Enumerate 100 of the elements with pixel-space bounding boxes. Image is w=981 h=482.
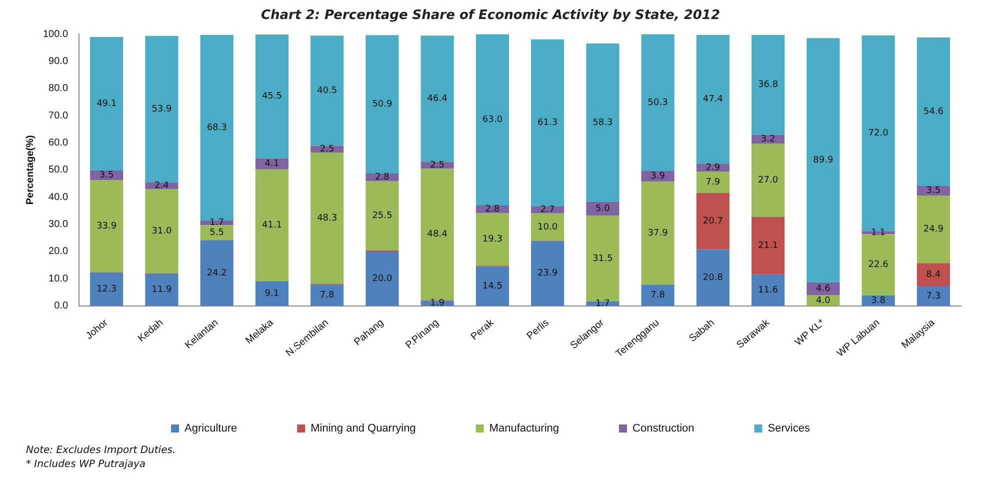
data-label: 19.3 (482, 234, 502, 245)
bar (310, 152, 344, 284)
data-label: 45.5 (262, 92, 282, 102)
data-label: 2.4 (154, 181, 170, 192)
legend-label: Construction (632, 422, 694, 435)
text: Note: Excludes Import Duties. (26, 444, 176, 458)
bar (752, 34, 785, 135)
bar (255, 158, 288, 170)
text: * Includes WP Putrajaya (26, 458, 147, 472)
data-label: 20.0 (372, 274, 392, 284)
data-label: 8.4 (926, 270, 941, 280)
data-label: 3.9 (650, 172, 666, 182)
data-label: 10.0 (538, 222, 558, 232)
bar (90, 180, 124, 272)
data-label: 49.1 (96, 99, 117, 110)
bar (641, 34, 674, 172)
data-label: 46.4 (427, 94, 448, 104)
legend-label: Mining and Quarrying (310, 422, 416, 435)
data-label: 14.5 (482, 281, 502, 292)
bar (531, 240, 564, 306)
data-label: 31.5 (592, 254, 613, 264)
data-label: 63.0 (482, 115, 503, 126)
data-label: 27.0 (758, 176, 778, 186)
data-label: 1.9 (430, 298, 445, 309)
y-axis-title: Percentage(%) (24, 135, 36, 205)
y-tick-label: 50.0 (48, 164, 68, 176)
y-tick-label: 10.0 (48, 273, 68, 284)
y-tick-label: 80.0 (48, 83, 68, 94)
bar (476, 213, 509, 266)
data-label: 24.9 (923, 224, 944, 235)
legend-label: Manufacturing (489, 422, 560, 435)
data-label: 1.7 (596, 298, 610, 309)
data-label: 61.3 (538, 118, 558, 128)
bar (696, 193, 730, 250)
bar (531, 39, 564, 206)
data-label: 2.9 (706, 162, 720, 173)
bar (200, 225, 234, 240)
bar (862, 234, 895, 296)
data-label: 2.5 (320, 144, 334, 154)
data-label: 5.0 (596, 204, 610, 214)
data-label: 5.5 (210, 228, 224, 238)
bar (916, 195, 950, 264)
data-label: 33.9 (96, 221, 117, 232)
data-label: 2.8 (485, 204, 500, 215)
bar (145, 274, 178, 306)
bar (586, 216, 620, 302)
bar (696, 249, 730, 306)
data-label: 48.3 (317, 214, 338, 224)
data-label: 20.7 (702, 216, 723, 227)
legend-label: Services (768, 422, 810, 435)
data-label: 4.6 (816, 284, 831, 294)
bar (752, 216, 785, 274)
data-label: 72.0 (868, 128, 889, 139)
bar (200, 240, 234, 306)
data-label: 53.9 (152, 104, 172, 115)
bar (255, 169, 288, 282)
bar (366, 251, 399, 306)
data-label: 2.5 (430, 160, 444, 171)
y-tick-label: 0.0 (54, 300, 68, 312)
data-label: 2.7 (540, 205, 555, 216)
data-label: 11.6 (758, 285, 778, 296)
bar (310, 284, 344, 306)
bar (806, 38, 840, 282)
data-label: 31.0 (152, 226, 172, 236)
data-label: 21.1 (758, 240, 778, 251)
data-label: 48.4 (427, 230, 448, 240)
data-label: 4.1 (264, 159, 280, 170)
data-label: 40.5 (317, 86, 338, 96)
data-label: 3.5 (99, 170, 114, 181)
y-tick-label: 60.0 (48, 137, 68, 148)
bar (420, 36, 454, 162)
bar (90, 36, 124, 170)
data-label: 7.8 (650, 290, 666, 301)
data-label: 50.9 (372, 100, 392, 110)
data-label: 7.8 (320, 290, 335, 301)
data-label: 3.8 (871, 296, 886, 306)
data-label: 9.1 (264, 288, 280, 299)
bar (255, 34, 288, 158)
bar (255, 281, 288, 306)
data-label: 2.8 (375, 172, 390, 183)
bar (476, 34, 509, 206)
bar (916, 38, 950, 186)
data-label: 41.1 (262, 220, 282, 231)
data-label: 36.8 (758, 80, 778, 90)
data-label: 58.3 (592, 118, 613, 128)
data-label: 89.9 (813, 156, 834, 166)
bar (366, 181, 399, 250)
data-label: 22.6 (868, 260, 889, 270)
bar (310, 36, 344, 146)
bar (752, 144, 785, 217)
data-label: 4.0 (816, 296, 831, 306)
data-label: 24.2 (206, 268, 227, 278)
data-label: 54.6 (923, 107, 944, 118)
bar (916, 263, 950, 286)
y-tick-label: 20.0 (48, 246, 68, 258)
data-label: 25.5 (372, 211, 392, 222)
bar (696, 34, 730, 164)
data-label: 37.9 (648, 228, 668, 238)
y-tick-label: 40.0 (48, 192, 68, 203)
data-label: 7.3 (926, 291, 941, 302)
